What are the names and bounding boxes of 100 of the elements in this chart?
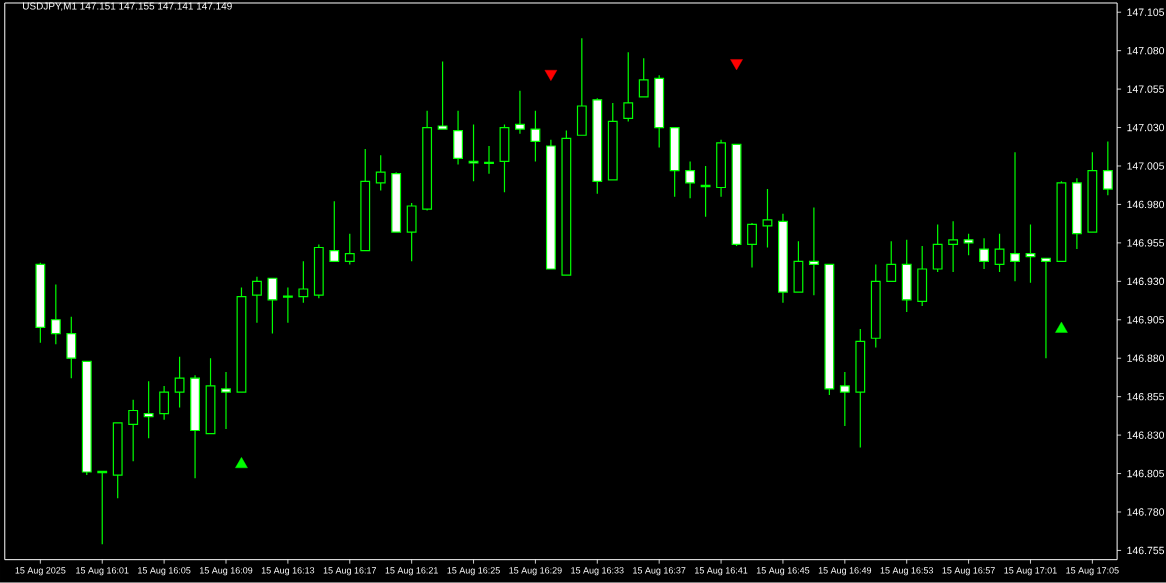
x-tick-label: 15 Aug 16:53 xyxy=(880,567,934,576)
x-tick-label: 15 Aug 17:01 xyxy=(1004,567,1057,576)
candlestick xyxy=(437,61,448,130)
candlestick xyxy=(1071,177,1082,250)
candlestick xyxy=(716,139,726,198)
y-tick-label: 147.055 xyxy=(1127,85,1165,94)
candlestick xyxy=(391,171,402,233)
candlestick xyxy=(932,224,943,273)
x-tick-label: 15 Aug 16:41 xyxy=(695,567,748,576)
candlestick xyxy=(1056,180,1067,263)
candlestick xyxy=(669,127,680,198)
candlestick xyxy=(685,160,696,200)
point xyxy=(730,59,743,71)
y-tick-label: 146.830 xyxy=(1127,431,1165,440)
candlestick xyxy=(731,144,742,247)
candlestick xyxy=(174,356,185,409)
candlestick xyxy=(762,188,773,249)
candlestick xyxy=(870,264,881,349)
candlestick xyxy=(205,357,216,435)
candlestick xyxy=(267,277,278,335)
candlestick xyxy=(607,102,618,181)
y-tick-label: 147.080 xyxy=(1127,47,1165,55)
x-tick-label: 15 Aug 16:37 xyxy=(633,567,686,576)
x-tick-label: 15 Aug 16:13 xyxy=(261,567,315,576)
candlestick xyxy=(948,220,959,273)
y-tick-label: 147.105 xyxy=(1127,8,1165,17)
y-tick-label: 146.955 xyxy=(1127,239,1165,247)
x-tick-label: 15 Aug 16:09 xyxy=(199,567,253,576)
candlestick xyxy=(236,287,247,393)
candlestick xyxy=(901,239,912,313)
candlestick xyxy=(282,287,293,324)
candlestick xyxy=(252,276,262,324)
point xyxy=(544,70,558,82)
chart-title: USDJPY,M1 147.151 147.155 147.141 147.149 xyxy=(23,2,232,11)
x-tick-label: 15 Aug 16:01 xyxy=(76,567,129,576)
candlestick xyxy=(344,233,355,266)
candlestick xyxy=(422,110,433,212)
x-tick-label: 15 Aug 17:05 xyxy=(1066,567,1119,576)
candlestick xyxy=(499,124,510,193)
candlestick xyxy=(375,154,386,192)
candlestick xyxy=(35,262,46,344)
x-tick-label: 15 Aug 16:21 xyxy=(385,567,438,576)
candlestick xyxy=(808,207,819,296)
point xyxy=(235,457,248,469)
candlestick xyxy=(917,245,928,307)
x-tick-label: 15 Aug 16:33 xyxy=(571,567,624,576)
y-tick-label: 146.780 xyxy=(1127,508,1165,516)
candlestick xyxy=(1087,151,1098,233)
candlestick xyxy=(886,240,897,283)
x-tick-label: 15 Aug 2025 xyxy=(15,567,66,576)
candlestick xyxy=(50,283,61,346)
candlestick xyxy=(313,244,324,300)
x-tick-label: 15 Aug 16:49 xyxy=(818,567,872,576)
candlestick xyxy=(128,399,139,463)
y-tick-label: 146.980 xyxy=(1127,200,1165,209)
candlestick xyxy=(190,374,200,479)
candlestick xyxy=(298,260,309,304)
candlestick xyxy=(638,57,649,98)
candlestick xyxy=(530,110,541,163)
candlestick xyxy=(329,200,340,263)
x-tick-label: 15 Aug 16:05 xyxy=(138,567,191,576)
candlestick xyxy=(979,237,989,270)
y-tick-label: 146.805 xyxy=(1127,470,1165,478)
x-tick-label: 15 Aug 16:29 xyxy=(509,567,562,576)
candlestick xyxy=(1102,140,1113,196)
candlestick xyxy=(1041,257,1051,359)
y-tick-label: 146.855 xyxy=(1127,393,1165,401)
x-tick-label: 15 Aug 16:45 xyxy=(756,567,810,576)
x-tick-label: 15 Aug 16:57 xyxy=(942,567,995,576)
candlestick xyxy=(360,148,371,252)
candlestick xyxy=(994,233,1005,273)
y-tick-label: 147.005 xyxy=(1127,162,1165,170)
candlestick xyxy=(484,145,494,175)
candlestick xyxy=(221,371,231,430)
candlestick xyxy=(778,213,788,304)
y-tick-label: 146.905 xyxy=(1127,316,1165,324)
candlestick xyxy=(1010,151,1020,283)
candlestick xyxy=(468,124,479,183)
candlestick xyxy=(963,233,974,256)
y-tick-label: 146.880 xyxy=(1127,354,1165,363)
y-tick-label: 146.930 xyxy=(1127,277,1165,286)
x-tick-label: 15 Aug 16:25 xyxy=(447,567,500,576)
x-tick-label: 15 Aug 16:17 xyxy=(323,567,377,576)
candlestick xyxy=(747,222,757,269)
candlestick xyxy=(81,360,92,476)
candlestick xyxy=(453,110,463,166)
candlestick xyxy=(623,51,634,123)
y-tick-label: 146.755 xyxy=(1127,546,1165,555)
candlestick xyxy=(112,422,123,499)
candlestick xyxy=(793,240,804,293)
candlestick xyxy=(592,97,603,195)
candlestick xyxy=(654,74,665,149)
candlestick xyxy=(406,202,417,263)
y-tick-label: 147.030 xyxy=(1127,124,1165,132)
candlestick xyxy=(515,90,525,135)
point xyxy=(1055,322,1068,333)
candlestick xyxy=(855,328,866,449)
candlestick xyxy=(159,385,170,421)
candlestick xyxy=(545,139,556,270)
candlestick xyxy=(824,264,835,396)
